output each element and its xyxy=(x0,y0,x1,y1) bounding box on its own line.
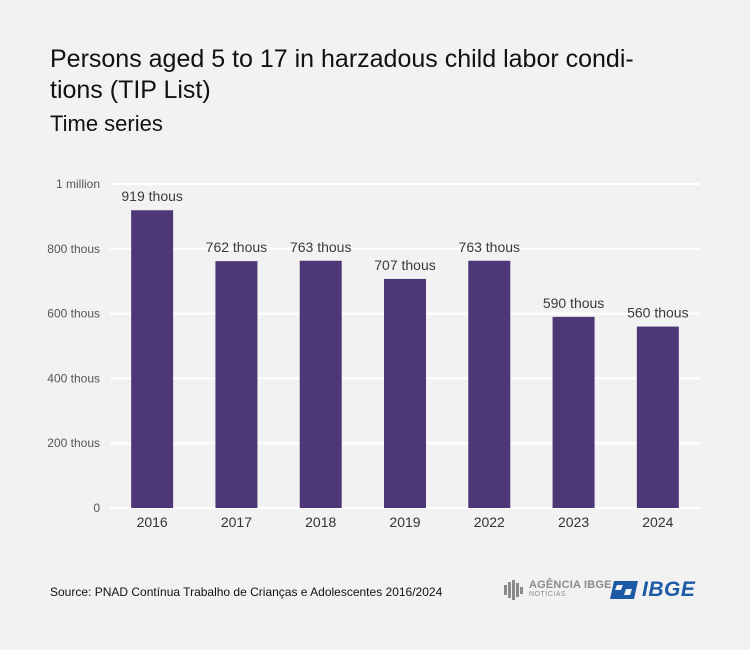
agencia-ibge-sub: NOTÍCIAS xyxy=(529,591,567,598)
data-label: 762 thous xyxy=(206,239,268,255)
chart-subtitle: Time series xyxy=(50,111,163,136)
source-note: Source: PNAD Contínua Trabalho de Crianç… xyxy=(50,585,443,599)
chart-title-line-2: tions (TIP List) xyxy=(50,76,211,104)
agencia-ibge-logo: AGÊNCIA IBGE NOTÍCIAS xyxy=(503,577,612,603)
bar xyxy=(299,260,342,508)
y-tick-label: 1 million xyxy=(56,177,100,191)
x-tick-label: 2016 xyxy=(137,514,168,530)
data-label: 707 thous xyxy=(374,257,436,273)
bar xyxy=(552,316,595,508)
x-tick-label: 2022 xyxy=(474,514,505,530)
data-label: 763 thous xyxy=(459,239,521,255)
ibge-logo: IBGE xyxy=(609,578,695,602)
y-tick-label: 600 thous xyxy=(47,307,100,321)
x-tick-label: 2017 xyxy=(221,514,252,530)
y-tick-label: 400 thous xyxy=(47,371,100,385)
x-tick-label: 2024 xyxy=(642,514,673,530)
bar xyxy=(215,261,258,508)
data-label: 590 thous xyxy=(543,295,605,311)
x-tick-label: 2023 xyxy=(558,514,589,530)
x-tick-label: 2018 xyxy=(305,514,336,530)
chart-title-line-1: Persons aged 5 to 17 in harzadous child … xyxy=(50,45,634,73)
bar xyxy=(384,278,426,508)
ibge-mark-icon xyxy=(610,581,638,599)
data-label: 763 thous xyxy=(290,239,352,255)
y-tick-label: 0 xyxy=(93,501,100,515)
x-tick-label: 2019 xyxy=(389,514,420,530)
y-tick-label: 800 thous xyxy=(47,242,100,256)
chart-title: Persons aged 5 to 17 in harzadous child … xyxy=(50,44,690,106)
agencia-ibge-name: AGÊNCIA IBGE xyxy=(529,579,612,591)
ibge-wordmark: IBGE xyxy=(642,578,696,601)
data-label: 919 thous xyxy=(121,188,183,204)
data-label: 560 thous xyxy=(627,305,689,321)
y-tick-label: 200 thous xyxy=(47,436,100,450)
bar xyxy=(468,260,511,508)
bar xyxy=(636,326,679,508)
bar xyxy=(131,210,174,508)
agencia-ibge-mark-icon xyxy=(504,580,523,600)
